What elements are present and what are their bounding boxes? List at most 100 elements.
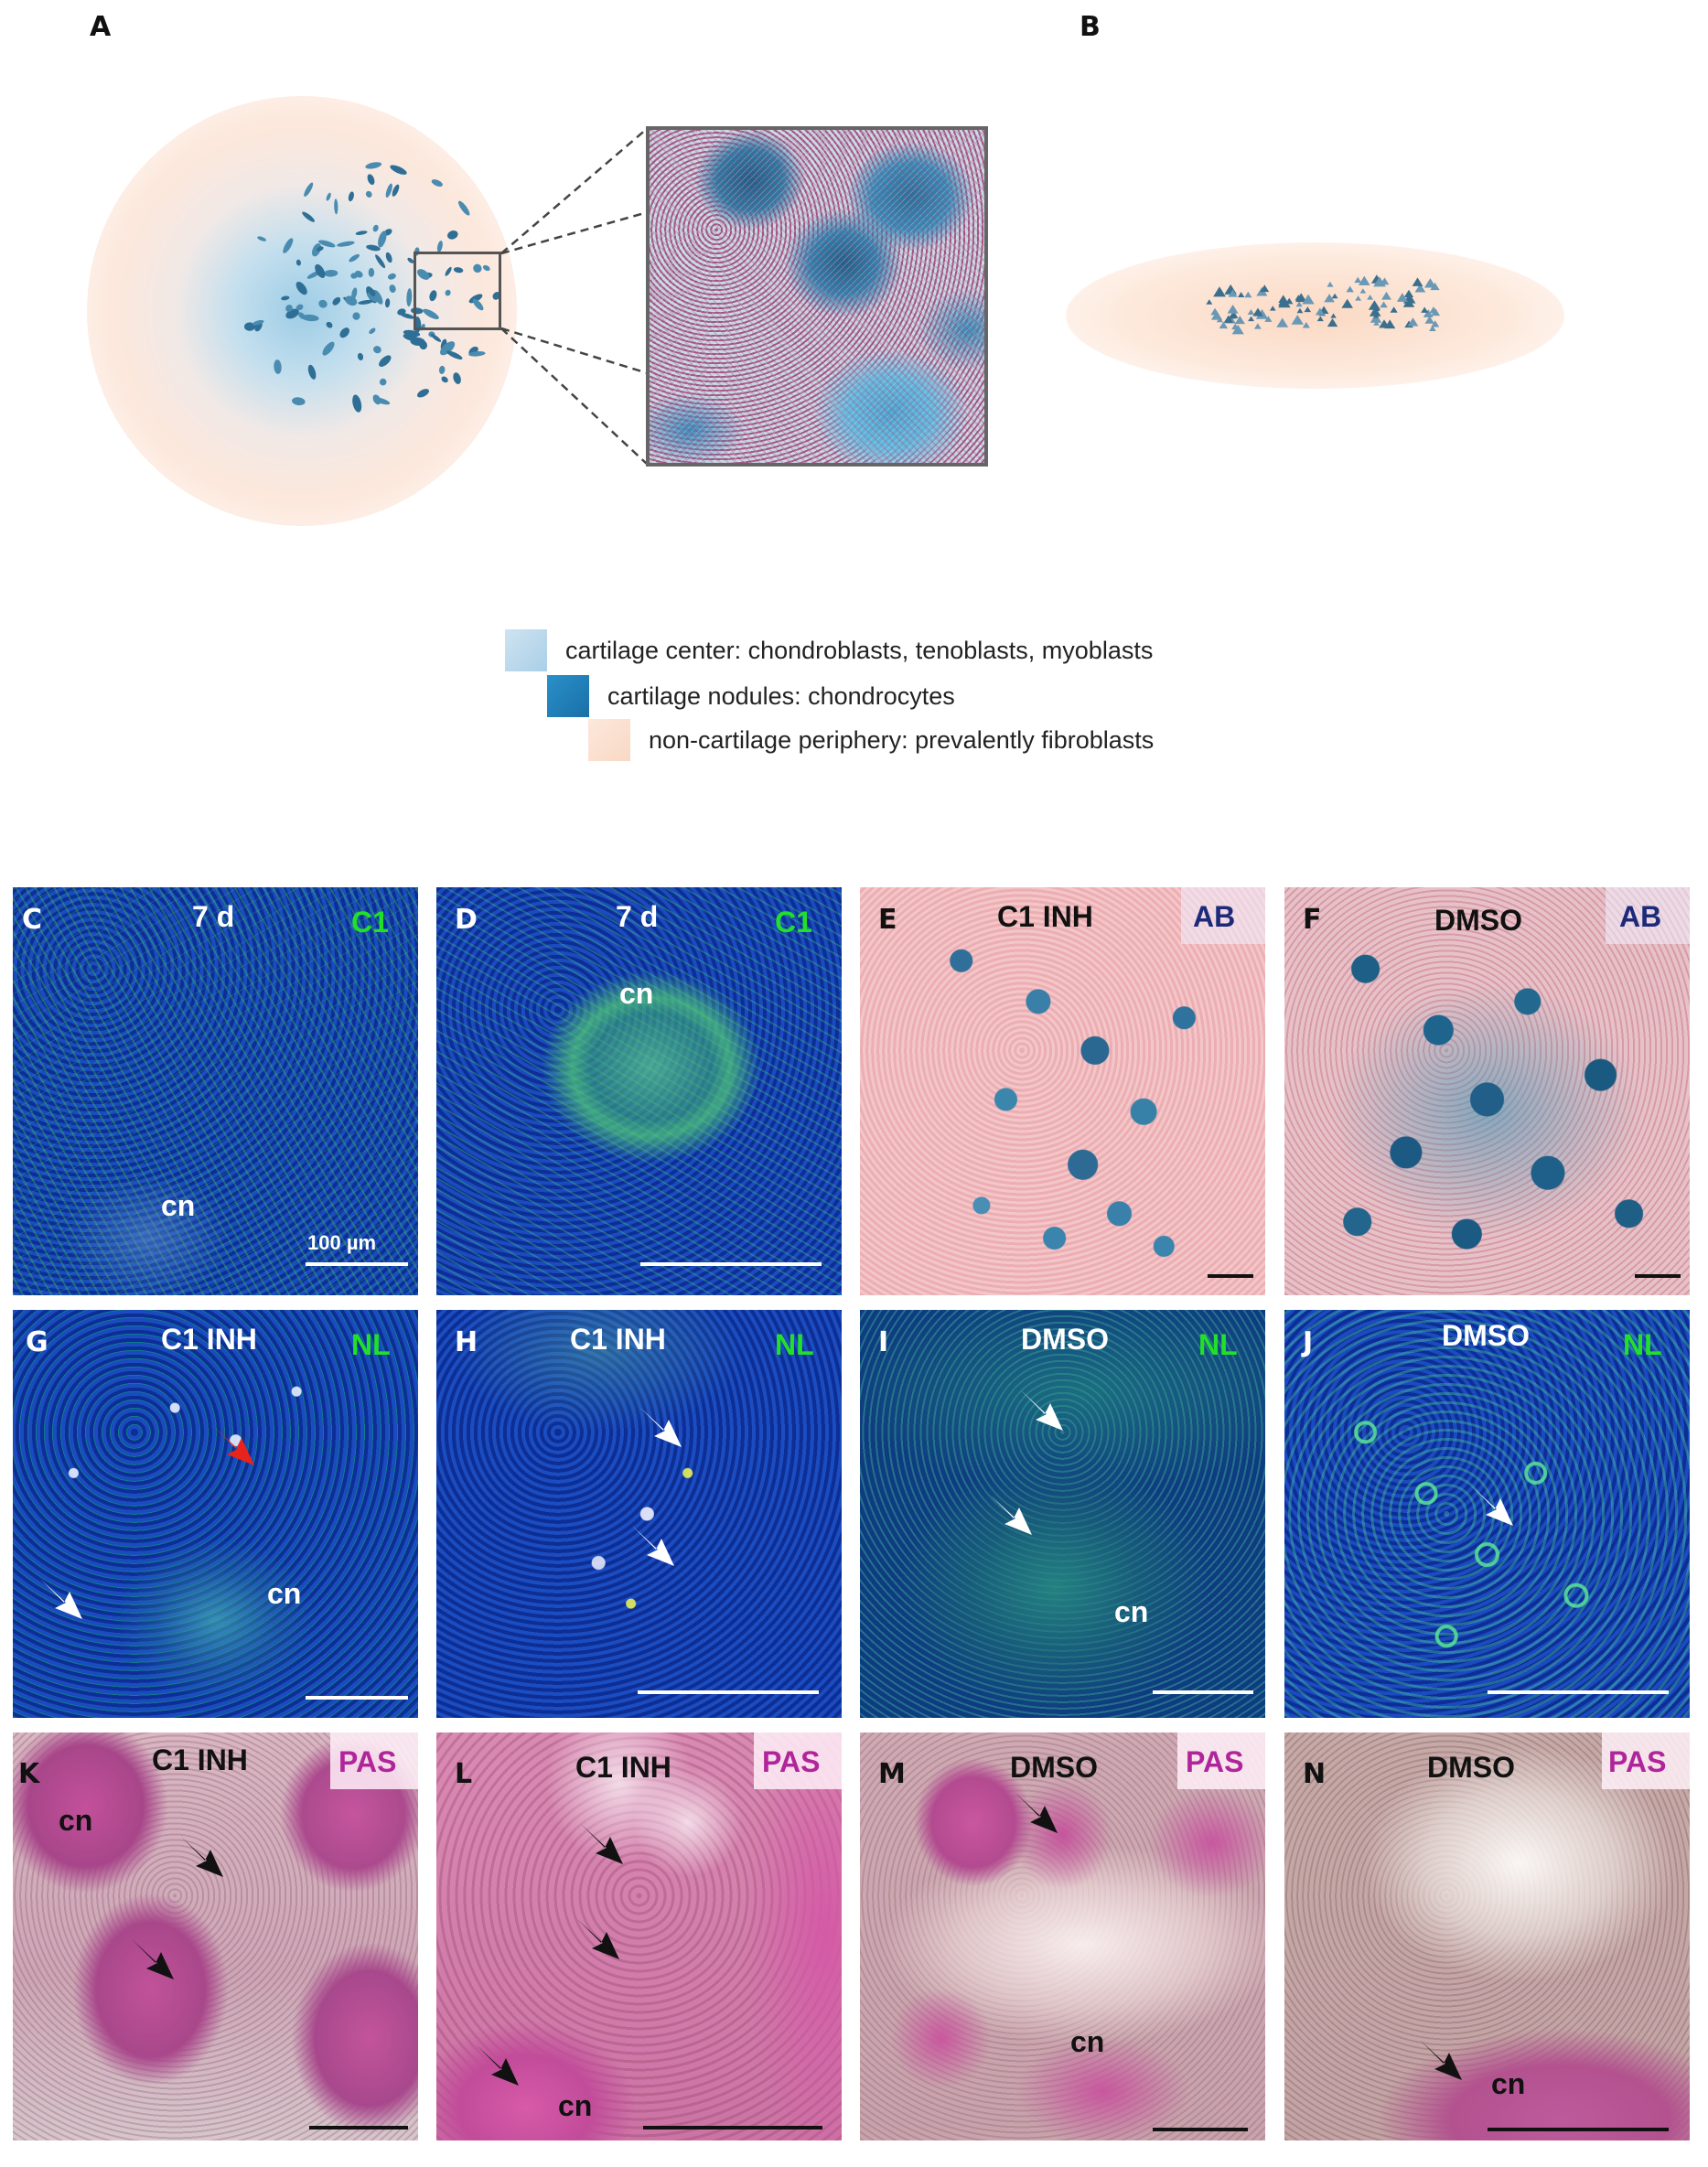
- panel-n-nodule-label: cn: [1491, 2067, 1526, 2100]
- panel-l-condition: C1 INH: [575, 1751, 671, 1784]
- nodule-shape: [406, 288, 413, 307]
- nodule-shape: [368, 287, 376, 297]
- nodule-shape: [1359, 288, 1367, 294]
- nodule-shape: [1381, 291, 1391, 300]
- panel-n-condition: DMSO: [1427, 1751, 1515, 1784]
- panel-k-nodule-label: cn: [59, 1804, 93, 1837]
- nodule-shape: [307, 364, 317, 380]
- nodule-shape: [324, 269, 338, 277]
- panel-h-stain: NL: [775, 1328, 814, 1361]
- panel-h-scale-bar: [638, 1690, 819, 1694]
- nodule-shape: [1373, 276, 1386, 287]
- white-arrow-icon: [40, 1579, 82, 1619]
- nodule-shape: [372, 224, 379, 232]
- panel-n-scale-bar: [1488, 2128, 1669, 2131]
- panel-d: D 7 d C1 cn: [436, 887, 842, 1295]
- panel-c-scale-bar: [306, 1262, 408, 1266]
- nodule-shape: [447, 231, 458, 240]
- black-arrow-icon: [1015, 1793, 1058, 1833]
- legend-swatch-nodules: [547, 675, 589, 717]
- nodule-shape: [492, 292, 501, 300]
- nodule-shape: [1255, 308, 1269, 319]
- nodule-shape: [1330, 313, 1337, 318]
- nodule-shape: [1219, 321, 1229, 329]
- panel-f-badge: [1606, 887, 1690, 944]
- nodule-shape: [1231, 324, 1244, 335]
- nodule-shape: [1373, 320, 1380, 326]
- nodule-shape: [318, 240, 336, 248]
- legend-label-nodules: cartilage nodules: chondrocytes: [607, 681, 955, 710]
- panel-letter-c: C: [22, 904, 43, 936]
- nodule-shape: [1210, 307, 1219, 316]
- nodule-shape: [1354, 276, 1362, 284]
- nodule-shape: [295, 304, 304, 311]
- nodule-shape: [1355, 295, 1362, 301]
- nodule-shape: [1304, 306, 1312, 313]
- nodule-shape: [1206, 299, 1213, 305]
- panel-d-condition: 7 d: [616, 900, 659, 933]
- panel-k-scale-bar: [309, 2126, 408, 2129]
- nodule-shape: [339, 327, 349, 338]
- nodule-cluster-b: [1206, 274, 1441, 335]
- red-arrow-icon: [212, 1425, 254, 1465]
- nodule-shape: [1278, 297, 1289, 306]
- panel-d-scale-bar: [640, 1262, 822, 1266]
- nodule-shape: [1264, 316, 1273, 322]
- panel-g-scale-bar: [306, 1696, 408, 1700]
- panel-g-condition: C1 INH: [161, 1323, 257, 1356]
- nodule-shape: [332, 296, 341, 306]
- cartilage-inset-micrograph: [646, 126, 988, 467]
- panel-letter-f: F: [1303, 904, 1322, 936]
- nodule-shape: [326, 321, 333, 328]
- panel-e-badge: [1181, 887, 1265, 944]
- nodule-shape: [352, 394, 362, 413]
- nodule-shape: [1224, 284, 1237, 295]
- panel-letter-g: G: [26, 1326, 48, 1358]
- nodule-shape: [357, 352, 364, 360]
- panel-g: G C1 INH NL cn: [13, 1310, 418, 1718]
- nodule-shape: [416, 269, 430, 280]
- nodule-shape: [334, 198, 338, 215]
- nodule-shape: [1396, 293, 1408, 302]
- nodule-shape: [482, 264, 490, 272]
- nodule-shape: [295, 281, 307, 295]
- nodule-shape: [379, 355, 392, 367]
- nodule-shape: [1295, 301, 1303, 307]
- nodule-shape: [378, 231, 387, 248]
- nodule-shape: [312, 243, 321, 257]
- nodule-cluster-a: [243, 162, 501, 413]
- nodule-shape: [285, 305, 293, 312]
- panel-l-nodule-label: cn: [558, 2089, 593, 2122]
- panel-letter-j: J: [1303, 1326, 1314, 1358]
- nodule-shape: [472, 298, 484, 311]
- nodule-shape: [387, 273, 396, 280]
- panel-m-nodule-label: cn: [1070, 2025, 1105, 2058]
- black-arrow-icon: [132, 1939, 174, 1979]
- panel-e: E C1 INH AB: [860, 887, 1265, 1295]
- nodule-shape: [1380, 301, 1388, 308]
- nodule-shape: [1227, 304, 1239, 314]
- nodule-shape: [1430, 282, 1440, 291]
- panel-letter-b: B: [1080, 11, 1101, 43]
- panel-d-nodule-label: cn: [619, 977, 654, 1010]
- nodule-shape: [355, 231, 368, 235]
- nodule-shape: [384, 298, 391, 308]
- nodule-shape: [468, 350, 486, 357]
- panel-c-condition: 7 d: [192, 900, 235, 933]
- panel-f-stain: AB: [1619, 900, 1662, 933]
- nodule-shape: [392, 184, 400, 197]
- nodule-shape: [1423, 309, 1434, 317]
- nodule-shape: [1358, 275, 1370, 285]
- nodule-shape: [1302, 321, 1310, 328]
- nodule-shape: [1213, 286, 1226, 297]
- nodule-shape: [1431, 320, 1440, 327]
- panel-letter-k: K: [18, 1758, 40, 1790]
- panel-j: J DMSO NL: [1284, 1310, 1690, 1718]
- panel-letter-n: N: [1303, 1758, 1327, 1790]
- panel-m-scale-bar: [1153, 2128, 1248, 2131]
- panel-n: N DMSO PAS cn: [1284, 1733, 1690, 2140]
- panel-i-nodule-label: cn: [1114, 1595, 1149, 1628]
- panel-m-badge: [1177, 1733, 1265, 1789]
- panel-letter-e: E: [878, 904, 897, 936]
- nodule-shape: [369, 327, 376, 335]
